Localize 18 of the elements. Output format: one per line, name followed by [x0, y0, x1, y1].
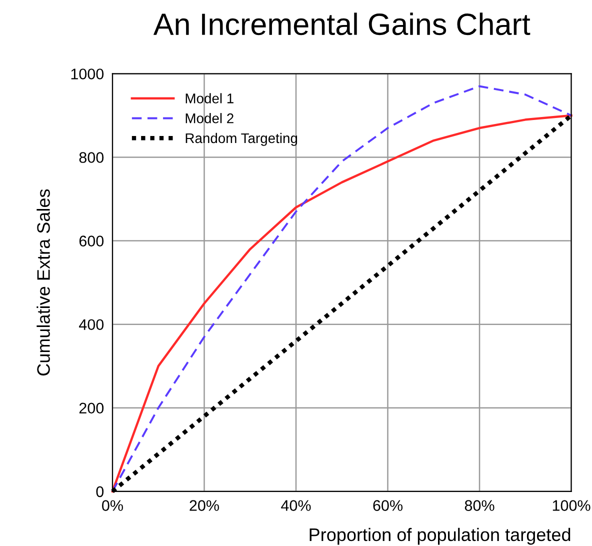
x-tick-label: 80% [464, 500, 494, 511]
chart-title: An Incremental Gains Chart [153, 12, 530, 36]
y-tick-label: 200 [79, 402, 104, 414]
y-tick-label: 800 [79, 152, 104, 163]
x-tick-label: 20% [190, 500, 219, 511]
x-tick-label: 0% [102, 500, 123, 511]
legend-label: Random Targeting [186, 132, 298, 146]
y-tick-label: 1000 [71, 68, 104, 80]
x-tick-label: 100% [552, 500, 590, 511]
legend-label: Model 2 [186, 113, 234, 124]
y-tick-label: 0 [96, 486, 104, 498]
x-tick-label: 60% [373, 500, 403, 511]
y-tick-label: 400 [79, 319, 104, 330]
y-tick-label: 600 [79, 236, 104, 246]
legend-label: Model 1 [186, 93, 234, 104]
x-axis-title: Proportion of population targeted [310, 528, 570, 545]
x-tick-label: 40% [281, 500, 311, 511]
y-axis-title: Cumulative Extra Sales [36, 189, 50, 376]
